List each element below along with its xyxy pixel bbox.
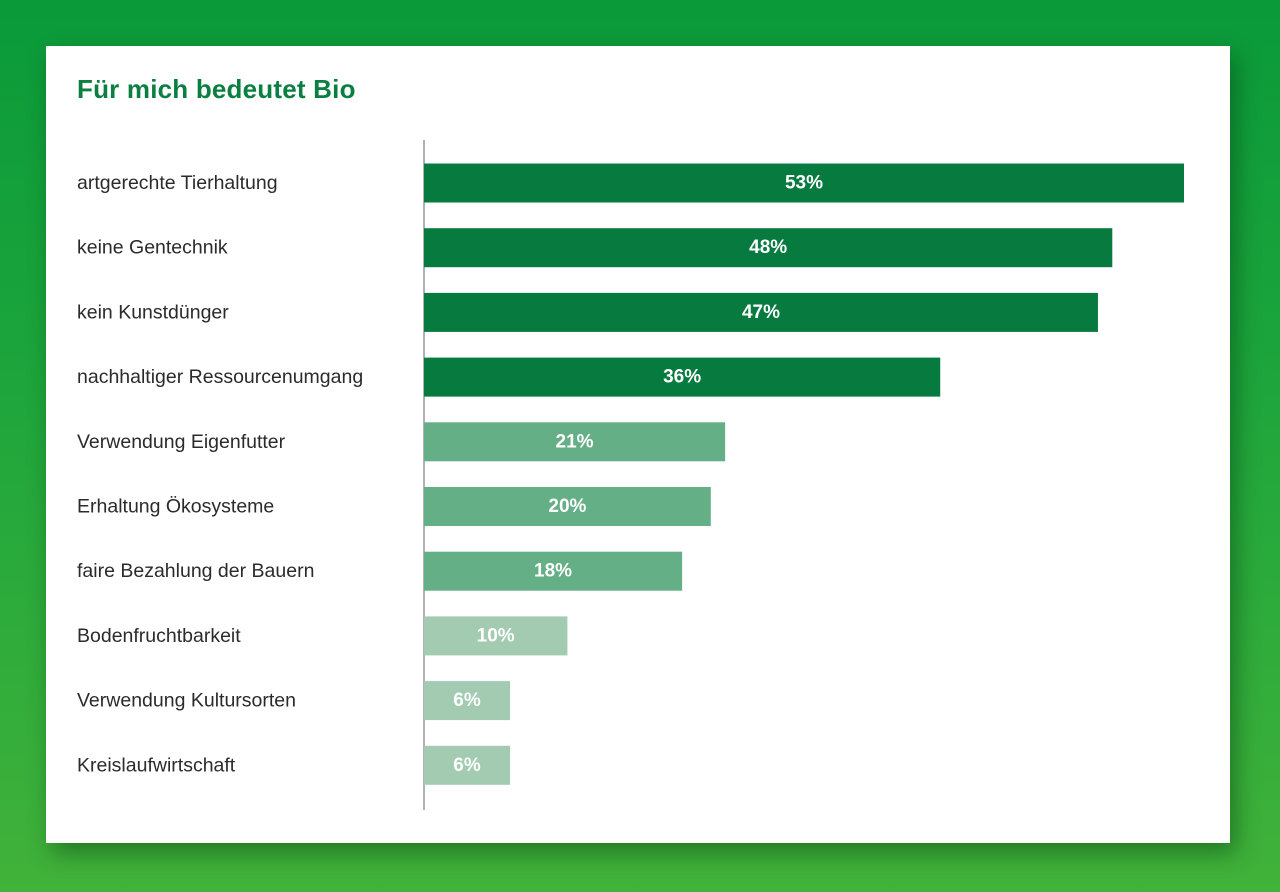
category-label: nachhaltiger Ressourcenumgang bbox=[77, 366, 363, 388]
bar-value-label: 20% bbox=[548, 496, 586, 517]
bar-row: Bodenfruchtbarkeit 10% bbox=[77, 616, 568, 656]
category-label: Verwendung Eigenfutter bbox=[77, 431, 286, 453]
category-label: artgerechte Tierhaltung bbox=[77, 172, 278, 194]
bar bbox=[424, 163, 1184, 203]
bar bbox=[424, 681, 511, 721]
bar bbox=[424, 228, 1113, 268]
bar-row: Verwendung Kultursorten 6% bbox=[77, 681, 511, 721]
bar bbox=[424, 551, 683, 591]
bar-value-label: 10% bbox=[477, 625, 515, 646]
category-label: Verwendung Kultursorten bbox=[77, 690, 296, 712]
bar-value-label: 36% bbox=[663, 367, 701, 388]
chart-title: Für mich bedeutet Bio bbox=[77, 74, 356, 104]
bars-group: artgerechte Tierhaltung 53% keine Gentechn… bbox=[77, 163, 1184, 785]
category-label: Kreislaufwirtschaft bbox=[77, 754, 236, 776]
bar bbox=[424, 616, 568, 656]
bar-value-label: 53% bbox=[785, 173, 823, 194]
bar-chart: artgerechte Tierhaltung 53% keine Gentechn… bbox=[77, 140, 1184, 810]
category-label: keine Gentechnik bbox=[77, 237, 228, 259]
bar bbox=[424, 745, 511, 785]
bar-value-label: 6% bbox=[453, 755, 481, 776]
category-label: Bodenfruchtbarkeit bbox=[77, 625, 241, 647]
bar-row: kein Kunstdünger 47% bbox=[77, 292, 1098, 332]
bar-value-label: 6% bbox=[453, 690, 481, 711]
bar-value-label: 48% bbox=[749, 237, 787, 258]
bar-row: artgerechte Tierhaltung 53% bbox=[77, 163, 1184, 203]
bar-value-label: 21% bbox=[556, 431, 594, 452]
bar-row: nachhaltiger Ressourcenumgang 36% bbox=[77, 357, 941, 397]
bar-row: Erhaltung Ökosysteme 20% bbox=[77, 487, 711, 526]
bar-value-label: 18% bbox=[534, 561, 572, 582]
category-label: Erhaltung Ökosysteme bbox=[77, 496, 274, 518]
bar bbox=[424, 357, 941, 397]
bar bbox=[424, 487, 711, 526]
bar-row: Verwendung Eigenfutter 21% bbox=[77, 422, 726, 462]
bar bbox=[424, 292, 1098, 332]
category-label: faire Bezahlung der Bauern bbox=[77, 560, 314, 582]
bar-row: keine Gentechnik 48% bbox=[77, 228, 1113, 268]
category-label: kein Kunstdünger bbox=[77, 301, 229, 323]
bar-value-label: 47% bbox=[742, 302, 780, 323]
bar-row: Kreislaufwirtschaft 6% bbox=[77, 745, 511, 785]
chart-card: Für mich bedeutet Bio artgerechte Tierha… bbox=[46, 46, 1230, 843]
bar bbox=[424, 422, 726, 462]
bar-row: faire Bezahlung der Bauern 18% bbox=[77, 551, 683, 591]
